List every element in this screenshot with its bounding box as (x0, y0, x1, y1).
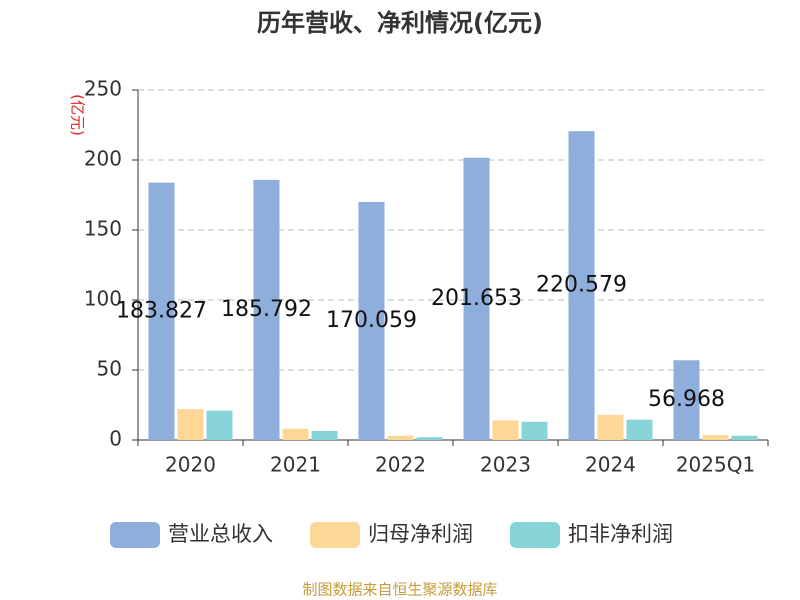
x-tick-label: 2023 (480, 453, 531, 477)
bar (387, 435, 414, 440)
legend-swatch (310, 522, 360, 548)
data-label: 183.827 (116, 298, 207, 323)
y-tick-label: 0 (109, 427, 122, 451)
x-tick-label: 2021 (270, 453, 321, 477)
data-label: 201.653 (431, 286, 522, 311)
bar (492, 420, 519, 440)
x-tick-label: 2024 (585, 453, 636, 477)
bar (148, 182, 175, 440)
bar (282, 428, 309, 440)
bar (311, 430, 338, 440)
chart-title: 历年营收、净利情况(亿元) (257, 9, 543, 37)
legend-swatch (510, 522, 560, 548)
x-tick-label: 2022 (375, 453, 426, 477)
bar (626, 419, 653, 440)
bar (358, 201, 385, 440)
y-axis-label: (亿元) (69, 94, 87, 136)
y-tick-label: 100 (84, 287, 122, 311)
bar (597, 414, 624, 440)
source-note: 制图数据来自恒生聚源数据库 (302, 581, 497, 599)
legend-label: 营业总收入 (168, 522, 273, 546)
bar (702, 435, 729, 440)
bar (521, 421, 548, 440)
legend-label: 归母净利润 (368, 522, 473, 546)
data-label: 185.792 (221, 297, 312, 322)
data-label: 220.579 (536, 273, 627, 298)
legend-swatch (110, 522, 160, 548)
bar (177, 409, 204, 440)
data-label: 170.059 (326, 308, 417, 333)
x-tick-label: 2025Q1 (676, 453, 755, 477)
bar (416, 437, 443, 440)
y-tick-label: 50 (97, 357, 122, 381)
bar (731, 435, 758, 440)
legend-label: 扣非净利润 (568, 522, 673, 546)
data-label: 56.968 (648, 387, 725, 412)
bar (253, 179, 280, 440)
y-tick-label: 150 (84, 217, 122, 241)
bar (673, 360, 700, 440)
bar (463, 157, 490, 441)
y-tick-label: 250 (84, 77, 122, 101)
y-tick-label: 200 (84, 147, 122, 171)
bar (568, 131, 595, 441)
x-tick-label: 2020 (165, 453, 216, 477)
bar (206, 410, 233, 440)
